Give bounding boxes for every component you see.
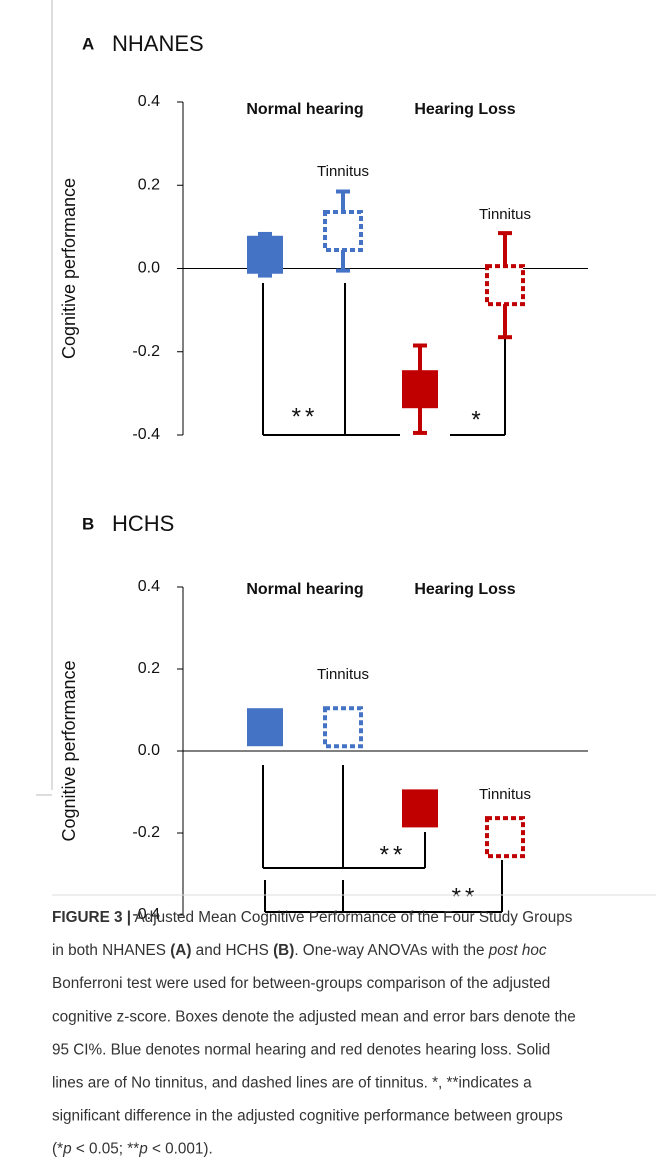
caption-line: FIGURE 3 | Adjusted Mean Cognitive Perfo… — [52, 909, 573, 926]
caption-run: Adjusted Mean Cognitive Performance of t… — [131, 909, 573, 926]
annotation: Tinnitus — [317, 163, 369, 180]
caption-run: < 0.001). — [148, 1141, 213, 1158]
mean-box-dashed — [485, 816, 525, 859]
mean-box-dashed — [323, 706, 363, 749]
y-tick-label: 0.2 — [138, 660, 160, 677]
caption-line: lines are of No tinnitus, and dashed lin… — [52, 1075, 532, 1092]
significance-stars: * — [471, 406, 484, 433]
caption-run: Bonferroni test were used for between-gr… — [52, 975, 550, 992]
panel-title: HCHS — [112, 511, 174, 536]
annotation: Tinnitus — [479, 206, 531, 223]
panel-letter: B — [82, 514, 94, 533]
annotation: Tinnitus — [317, 666, 369, 683]
caption-run: lines are of No tinnitus, and dashed lin… — [52, 1075, 532, 1092]
caption-line: (*p < 0.05; **p < 0.001). — [52, 1141, 213, 1158]
caption-line: Bonferroni test were used for between-gr… — [52, 975, 550, 992]
mean-box — [247, 235, 283, 274]
panel-title: NHANES — [112, 31, 204, 56]
caption-run: post hoc — [488, 942, 547, 959]
mean-box — [247, 708, 283, 747]
y-tick-label: 0.4 — [138, 93, 160, 110]
group-label: Hearing Loss — [414, 101, 515, 118]
caption-run: (* — [52, 1141, 63, 1158]
caption-run: significant difference in the adjusted c… — [52, 1108, 563, 1125]
caption-run: and HCHS — [191, 942, 273, 959]
y-tick-label: -0.2 — [132, 824, 160, 841]
y-tick-label: 0.0 — [138, 742, 160, 759]
caption-run: FIGURE 3 | — [52, 909, 131, 926]
caption-line: in both NHANES (A) and HCHS (B). One-way… — [52, 942, 547, 959]
caption-run: (B) — [273, 942, 294, 959]
group-label: Normal hearing — [246, 581, 363, 598]
mean-box — [402, 789, 438, 828]
y-tick-label: -0.4 — [132, 426, 160, 443]
significance-stars: ** — [452, 883, 479, 910]
caption-line: significant difference in the adjusted c… — [52, 1108, 563, 1125]
caption-run: 95 CI%. Blue denotes normal hearing and … — [52, 1041, 550, 1058]
y-tick-label: 0.2 — [138, 176, 160, 193]
caption-run: (A) — [170, 942, 191, 959]
mean-box-dashed — [323, 210, 363, 253]
caption-run: in both NHANES — [52, 942, 170, 959]
caption-line: cognitive z-score. Boxes denote the adju… — [52, 1008, 576, 1025]
caption-run: . One-way ANOVAs with the — [294, 942, 488, 959]
significance-stars: ** — [292, 403, 319, 430]
y-tick-label: 0.4 — [138, 578, 160, 595]
caption-line: 95 CI%. Blue denotes normal hearing and … — [52, 1041, 550, 1058]
mean-box — [402, 370, 438, 409]
caption-run: p — [62, 1141, 72, 1158]
y-axis-label: Cognitive performance — [59, 178, 79, 359]
y-axis-label: Cognitive performance — [59, 660, 79, 841]
panel-letter: A — [82, 34, 94, 53]
caption-run: p — [138, 1141, 148, 1158]
group-label: Hearing Loss — [414, 581, 515, 598]
significance-stars: ** — [380, 841, 407, 868]
mean-box-dashed — [485, 264, 525, 307]
group-label: Normal hearing — [246, 101, 363, 118]
annotation: Tinnitus — [479, 786, 531, 803]
y-tick-label: -0.2 — [132, 343, 160, 360]
caption-run: < 0.05; ** — [72, 1141, 140, 1158]
y-tick-label: -0.4 — [132, 906, 160, 923]
caption-run: cognitive z-score. Boxes denote the adju… — [52, 1008, 576, 1025]
y-tick-label: 0.0 — [138, 260, 160, 277]
